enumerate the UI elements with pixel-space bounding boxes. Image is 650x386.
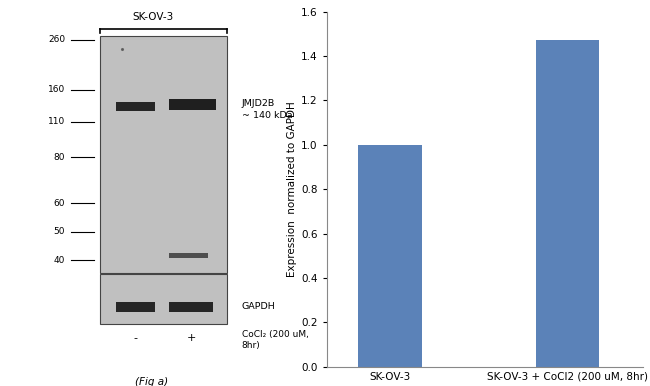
Text: 110: 110 bbox=[48, 117, 65, 126]
Text: +: + bbox=[187, 333, 196, 343]
Text: 260: 260 bbox=[48, 36, 65, 44]
Bar bbox=[116, 102, 155, 111]
Bar bbox=[536, 41, 599, 367]
Text: -: - bbox=[133, 333, 137, 343]
Text: CoCl₂ (200 uM,
8hr): CoCl₂ (200 uM, 8hr) bbox=[242, 330, 309, 350]
Text: 40: 40 bbox=[54, 256, 65, 265]
Bar bbox=[100, 36, 227, 273]
Bar bbox=[170, 302, 213, 312]
Bar bbox=[100, 274, 227, 324]
Text: 50: 50 bbox=[53, 227, 65, 236]
Bar bbox=[116, 302, 155, 312]
Y-axis label: Expression  normalized to GAPDH: Expression normalized to GAPDH bbox=[287, 101, 297, 277]
Bar bbox=[358, 145, 422, 367]
Text: JMJD2B
~ 140 kDa: JMJD2B ~ 140 kDa bbox=[242, 99, 292, 120]
Text: 160: 160 bbox=[48, 85, 65, 94]
Text: SK-OV-3: SK-OV-3 bbox=[133, 12, 174, 22]
Text: 80: 80 bbox=[53, 153, 65, 162]
Text: GAPDH: GAPDH bbox=[242, 302, 276, 311]
Bar bbox=[170, 98, 216, 110]
Text: (Fig a): (Fig a) bbox=[135, 378, 168, 386]
Bar bbox=[170, 253, 207, 258]
Text: 60: 60 bbox=[53, 199, 65, 208]
